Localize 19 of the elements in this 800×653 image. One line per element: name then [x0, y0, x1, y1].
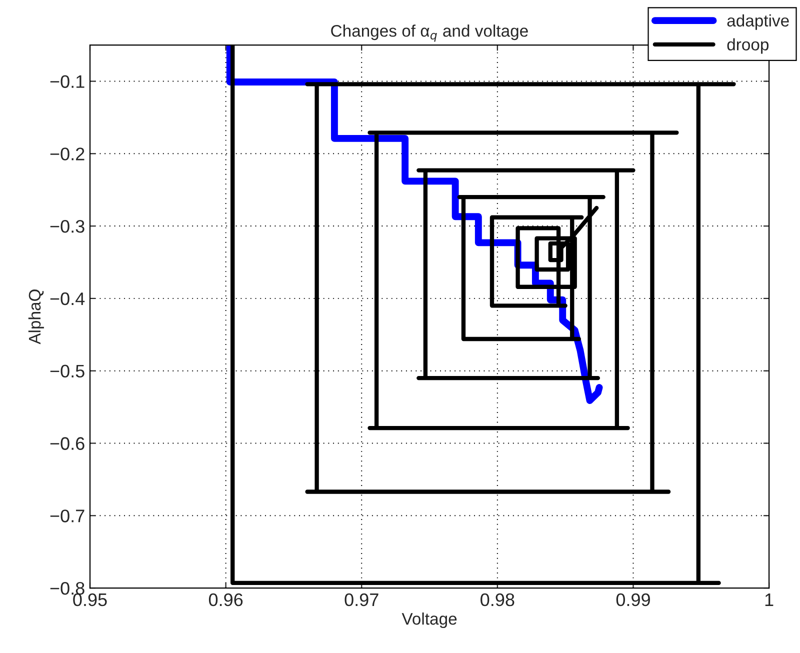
chart-title: Changes of α$_{q}$ and voltage	[331, 24, 528, 42]
y-tick-label: −0.8	[50, 582, 84, 595]
x-axis-title: Voltage	[402, 612, 457, 628]
y-tick-label: −0.7	[50, 510, 84, 522]
y-tick-label: −0.2	[50, 148, 84, 160]
y-tick-label: −0.6	[50, 437, 84, 450]
y-tick-label: −0.4	[50, 292, 85, 306]
y-tick-label: −0.3	[50, 220, 84, 233]
x-tick-label: 0.97	[344, 593, 378, 606]
x-tick-label: 0.96	[208, 593, 243, 606]
x-tick-label: 1	[765, 594, 774, 606]
legend-label: droop	[727, 38, 769, 54]
legend-label: adaptive	[727, 14, 789, 30]
y-tick-label: −0.1	[50, 75, 84, 88]
y-tick-label: −0.5	[50, 364, 84, 378]
y-axis-title: AlphaQ	[28, 290, 44, 344]
x-tick-label: 0.99	[616, 593, 650, 606]
x-tick-label: 0.95	[73, 593, 107, 606]
x-tick-label: 0.98	[480, 593, 514, 606]
